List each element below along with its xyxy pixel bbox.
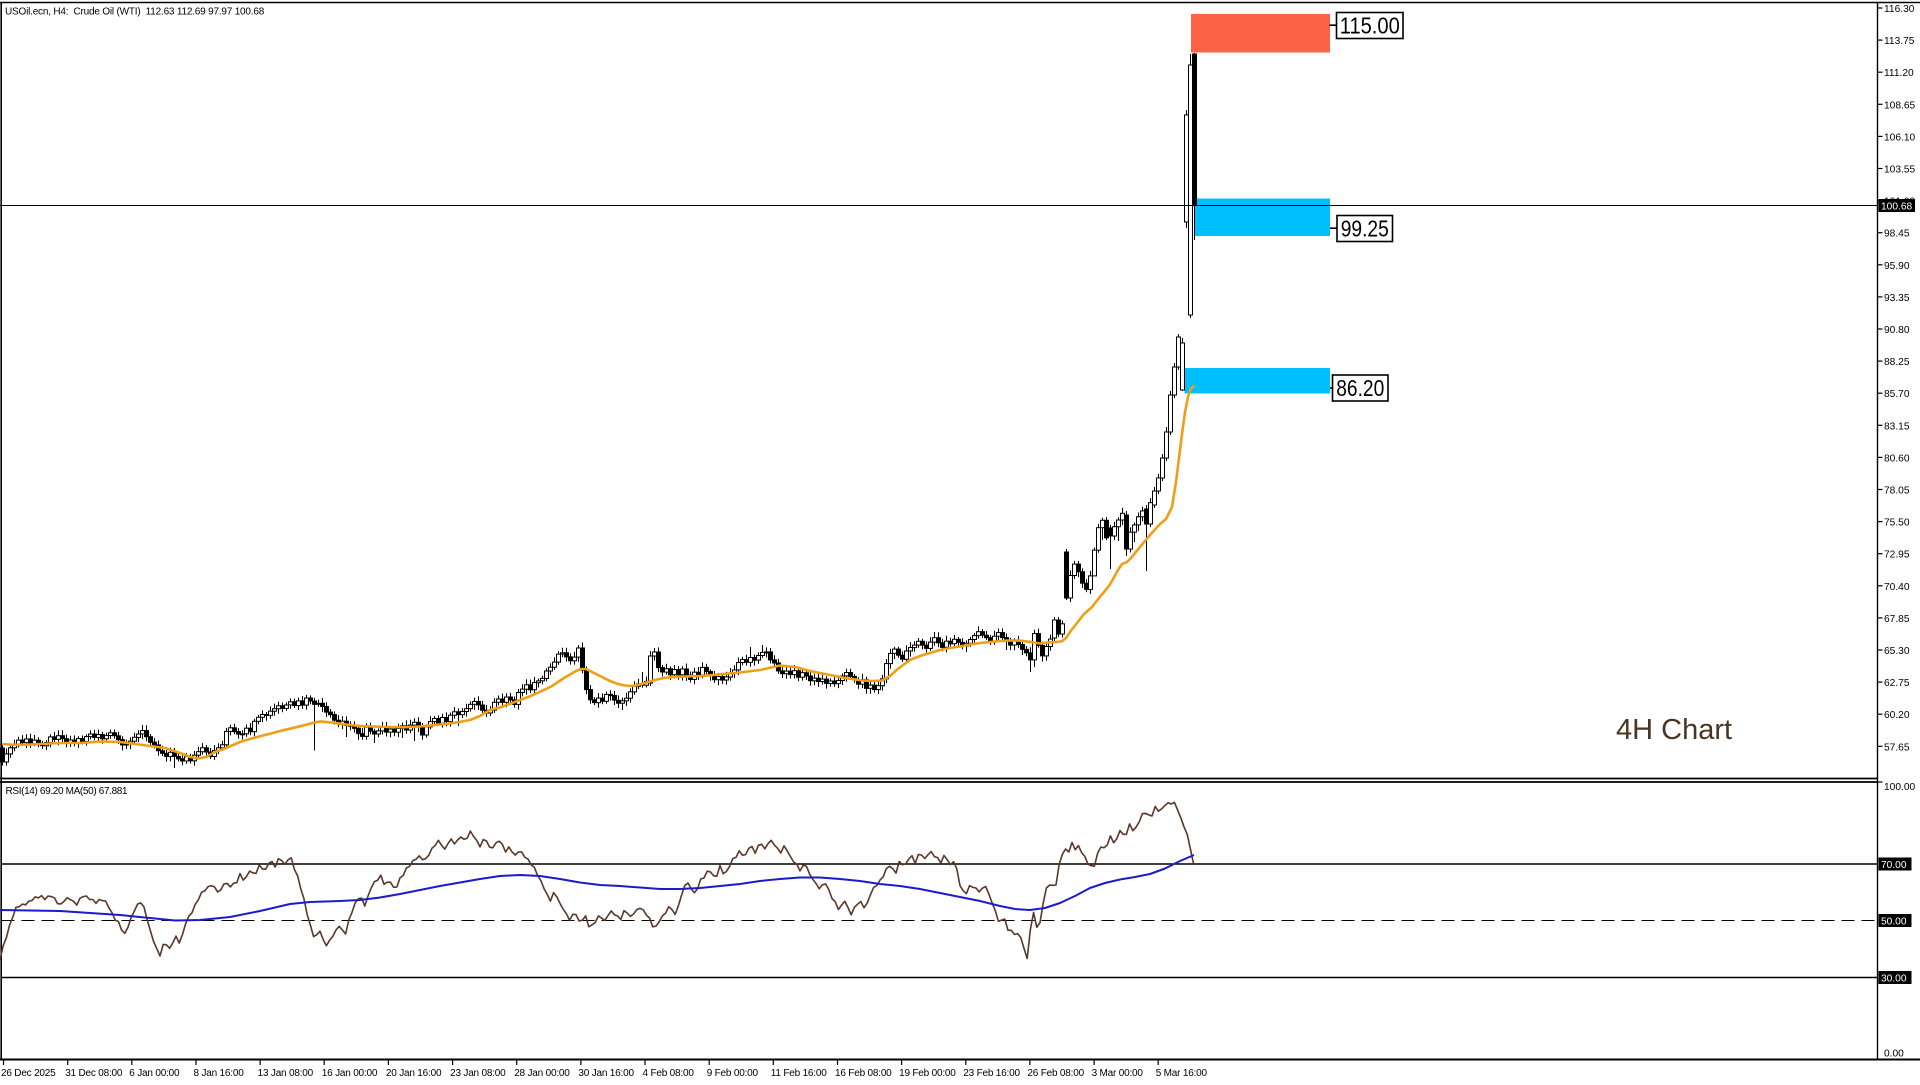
svg-text:93.35: 93.35 (1884, 293, 1910, 304)
svg-text:83.15: 83.15 (1884, 421, 1910, 432)
svg-text:86.20: 86.20 (1336, 375, 1384, 401)
svg-text:80.60: 80.60 (1884, 453, 1910, 464)
svg-text:103.55: 103.55 (1884, 165, 1915, 176)
svg-text:65.30: 65.30 (1884, 646, 1910, 657)
svg-text:30.00: 30.00 (1881, 974, 1907, 985)
svg-text:90.80: 90.80 (1884, 325, 1910, 336)
svg-text:57.65: 57.65 (1884, 742, 1910, 753)
svg-text:4H Chart: 4H Chart (1616, 714, 1732, 746)
svg-text:60.20: 60.20 (1884, 710, 1910, 721)
svg-text:26 Dec 2025: 26 Dec 2025 (1, 1068, 56, 1079)
svg-text:113.75: 113.75 (1884, 36, 1915, 47)
svg-text:5 Mar 16:00: 5 Mar 16:00 (1156, 1068, 1208, 1079)
svg-text:0.00: 0.00 (1884, 1049, 1904, 1060)
svg-text:8 Jan 16:00: 8 Jan 16:00 (194, 1068, 245, 1079)
svg-text:67.85: 67.85 (1884, 614, 1910, 625)
svg-text:50.00: 50.00 (1881, 917, 1907, 928)
svg-text:115.00: 115.00 (1340, 13, 1400, 39)
svg-text:11 Feb 16:00: 11 Feb 16:00 (771, 1068, 827, 1079)
svg-text:20 Jan 16:00: 20 Jan 16:00 (386, 1068, 442, 1079)
svg-text:16 Jan 00:00: 16 Jan 00:00 (322, 1068, 378, 1079)
svg-text:16 Feb 08:00: 16 Feb 08:00 (835, 1068, 892, 1079)
svg-text:72.95: 72.95 (1884, 550, 1910, 561)
svg-text:108.65: 108.65 (1884, 100, 1915, 111)
svg-text:31 Dec 08:00: 31 Dec 08:00 (65, 1068, 123, 1079)
svg-text:23 Jan 08:00: 23 Jan 08:00 (450, 1068, 506, 1079)
svg-text:95.90: 95.90 (1884, 261, 1910, 272)
svg-text:99.25: 99.25 (1341, 216, 1389, 242)
svg-text:62.75: 62.75 (1884, 678, 1910, 689)
svg-text:70.00: 70.00 (1881, 860, 1907, 871)
svg-text:30 Jan 16:00: 30 Jan 16:00 (578, 1068, 634, 1079)
svg-text:9 Feb 00:00: 9 Feb 00:00 (707, 1068, 759, 1079)
svg-text:100.68: 100.68 (1881, 202, 1912, 213)
svg-text:98.45: 98.45 (1884, 229, 1910, 240)
svg-text:78.05: 78.05 (1884, 486, 1910, 497)
svg-text:111.20: 111.20 (1884, 68, 1914, 79)
svg-text:85.70: 85.70 (1884, 389, 1910, 400)
svg-text:116.30: 116.30 (1884, 4, 1915, 15)
svg-text:6 Jan 00:00: 6 Jan 00:00 (129, 1068, 180, 1079)
svg-text:19 Feb 00:00: 19 Feb 00:00 (899, 1068, 956, 1079)
svg-text:RSI(14) 69.20 MA(50) 67.881: RSI(14) 69.20 MA(50) 67.881 (6, 786, 129, 797)
svg-text:70.40: 70.40 (1884, 582, 1910, 593)
svg-text:13 Jan 08:00: 13 Jan 08:00 (258, 1068, 314, 1079)
svg-text:88.25: 88.25 (1884, 357, 1910, 368)
svg-text:23 Feb 16:00: 23 Feb 16:00 (963, 1068, 1020, 1079)
svg-text:75.50: 75.50 (1884, 518, 1910, 529)
svg-text:26 Feb 08:00: 26 Feb 08:00 (1027, 1068, 1084, 1079)
svg-text:106.10: 106.10 (1884, 132, 1915, 143)
svg-text:USOil.ecn, H4: Crude Oil (WTI: USOil.ecn, H4: Crude Oil (WTI) 112.63 11… (5, 7, 265, 18)
svg-text:3 Mar 00:00: 3 Mar 00:00 (1092, 1068, 1144, 1079)
svg-text:28 Jan 00:00: 28 Jan 00:00 (514, 1068, 570, 1079)
svg-text:4 Feb 08:00: 4 Feb 08:00 (643, 1068, 695, 1079)
svg-text:100.00: 100.00 (1884, 782, 1915, 793)
